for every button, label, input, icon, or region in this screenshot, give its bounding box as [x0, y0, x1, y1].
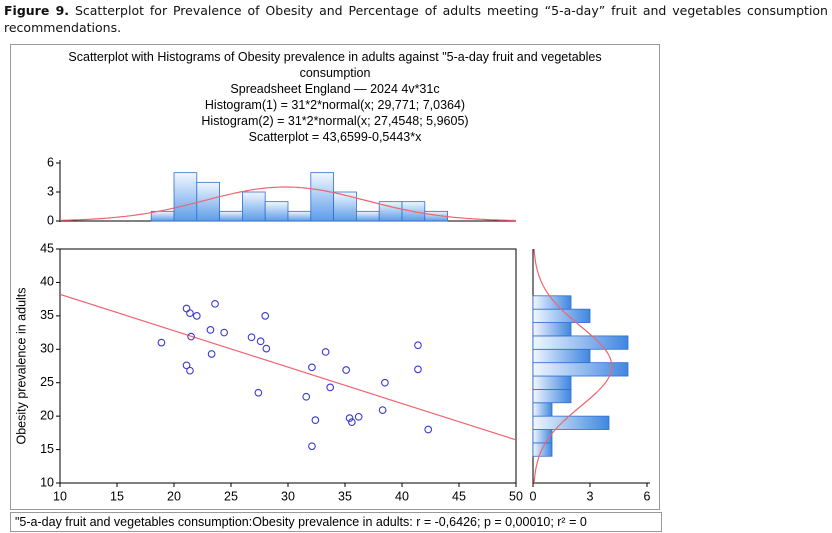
histogram-bar — [264, 201, 289, 222]
y-tick-label: 20 — [40, 408, 54, 422]
x-tick-label: 3 — [587, 489, 594, 503]
scatter-point — [342, 366, 350, 374]
subtitle: Histogram(1) = 31*2*normal(x; 29,771; 7,… — [204, 98, 466, 112]
titles: Scatterplot with Histograms of Obesity p… — [10, 49, 660, 145]
subtitle: Scatterplot = 43,6599-0,5443*x — [248, 130, 422, 144]
y-tick-label: 45 — [40, 241, 54, 255]
histogram-bar — [532, 375, 572, 390]
x-tick-label: 6 — [644, 489, 651, 503]
scatter-point — [262, 344, 271, 353]
y-tick-label: 3 — [47, 184, 54, 198]
scatter-point — [354, 412, 363, 421]
caption: Figure 9. Scatterplot for Prevalence of … — [4, 2, 828, 36]
x-tick-label: 30 — [281, 489, 295, 503]
y-tick-label: 35 — [40, 308, 54, 322]
histogram-bar — [532, 295, 572, 310]
caption-label: Figure 9. — [4, 3, 70, 18]
scatter-point — [247, 333, 256, 342]
subtitle: Histogram(2) = 31*2*normal(x; 27,4548; 5… — [201, 114, 469, 128]
scatter-point — [157, 338, 166, 347]
histogram-bar — [219, 210, 243, 222]
x-tick-label: 20 — [167, 489, 181, 503]
scatter-point — [220, 328, 229, 337]
x-tick-label: 45 — [452, 489, 466, 503]
fit-curve — [60, 186, 516, 222]
histogram-bar — [532, 322, 572, 337]
histogram-bar — [241, 191, 266, 222]
x-tick-label: 10 — [53, 489, 67, 503]
histogram-bar — [355, 210, 380, 222]
scatter-point — [186, 309, 194, 318]
histogram-bar — [196, 181, 221, 222]
x-tick-label: 0 — [530, 489, 537, 503]
y-tick-label: 40 — [40, 275, 54, 289]
y-tick-label: 25 — [40, 375, 54, 389]
scatter-point — [256, 337, 265, 346]
histogram-bar — [173, 172, 198, 222]
histogram-bar — [287, 210, 312, 222]
histogram-bar — [532, 388, 572, 404]
x-tick-label: 35 — [338, 489, 352, 503]
scatter-point — [182, 361, 191, 370]
scatter-point — [207, 350, 216, 358]
scatter-point — [302, 392, 311, 401]
histogram-bar — [532, 335, 629, 350]
plot-frame — [59, 248, 517, 484]
regression-line — [60, 293, 516, 441]
scatter-point — [187, 332, 195, 341]
y-tick-label: 10 — [40, 475, 54, 489]
scatter-point — [381, 378, 389, 387]
histogram-bar — [532, 415, 610, 430]
scatter-point — [308, 442, 316, 451]
stats-line: "5-a-day fruit and vegetables consumptio… — [10, 512, 662, 532]
y-tick-label: 6 — [47, 155, 54, 169]
scatter-point — [261, 312, 270, 320]
y-tick-label: 0 — [47, 213, 54, 227]
chart-title: Scatterplot with Histograms of Obesity p… — [68, 50, 602, 80]
scatter-point — [211, 299, 219, 308]
scatter-point — [192, 312, 201, 320]
histogram-bar — [150, 210, 175, 222]
x-tick-label: 25 — [224, 489, 238, 503]
chart-frame — [10, 44, 660, 510]
scatter-point — [186, 366, 194, 375]
scatter-point — [347, 418, 356, 427]
scatter-point — [308, 363, 316, 372]
scatter-point — [378, 406, 387, 414]
scatter-point — [326, 383, 335, 392]
y-tick-label: 15 — [40, 442, 54, 456]
x-tick-label: 50 — [509, 489, 523, 503]
x-tick-label: 40 — [395, 489, 409, 503]
histogram-bar — [532, 362, 629, 377]
scatter-point — [321, 348, 330, 356]
caption-text: Scatterplot for Prevalence of Obesity an… — [4, 3, 828, 35]
scatter-point — [414, 341, 422, 350]
subtitle: Spreadsheet England — 2024 4v*31c — [230, 82, 440, 96]
fit-curve — [533, 249, 613, 483]
y-tick-label: 30 — [40, 342, 54, 356]
scatter-point — [345, 414, 354, 422]
histogram-bar — [333, 191, 357, 222]
scatter-point — [182, 304, 191, 313]
scatter-point — [206, 326, 215, 334]
scatter-point — [311, 416, 320, 425]
histogram-bar — [532, 348, 591, 364]
scatter-point — [424, 425, 433, 434]
scatter-point — [414, 365, 422, 374]
histogram-bar — [532, 308, 591, 323]
histogram-bar — [310, 172, 334, 222]
scatter-point — [254, 388, 263, 397]
y-axis-label: Obesity prevalence in adults — [14, 287, 28, 444]
x-tick-label: 15 — [110, 489, 124, 503]
histogram-bar — [532, 402, 553, 417]
